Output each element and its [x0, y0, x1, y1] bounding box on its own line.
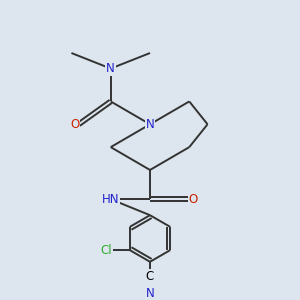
Text: N: N — [146, 287, 154, 300]
Text: C: C — [146, 270, 154, 284]
Text: O: O — [189, 193, 198, 206]
Text: N: N — [146, 118, 154, 131]
Text: N: N — [106, 62, 115, 75]
Text: HN: HN — [102, 193, 119, 206]
Text: Cl: Cl — [101, 244, 112, 256]
Text: O: O — [70, 118, 79, 131]
